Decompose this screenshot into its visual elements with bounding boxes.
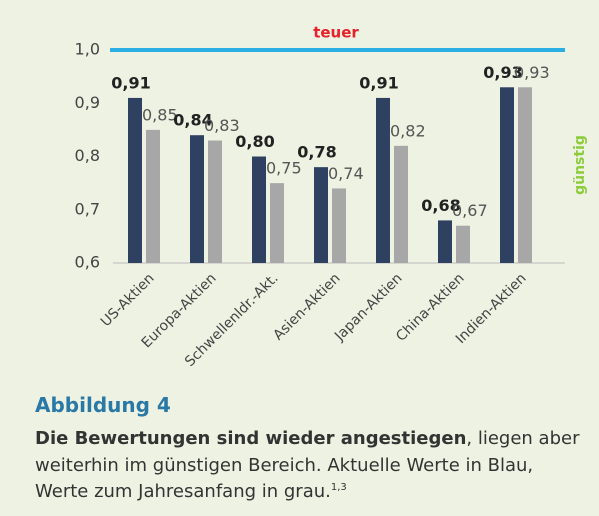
bar [438,220,452,263]
value-label: 0,82 [390,121,426,140]
value-label: 0,67 [452,201,488,220]
annotation-right: günstig [572,135,588,195]
bar [146,129,160,263]
y-tick-label: 0,9 [75,93,100,112]
bar [332,188,346,263]
value-label: 0,78 [297,143,336,162]
value-label: 0,80 [235,132,274,151]
caption-footnote: 1,3 [330,482,347,493]
bar [394,145,408,263]
bar [500,87,514,264]
y-tick-label: 0,8 [75,146,100,165]
caption-text: Die Bewertungen sind wieder angestiegen,… [35,426,580,506]
chart: teuer günstig 0,6 0,7 0,8 0,9 1,0 0,91 0,85 US-… [75,24,588,370]
value-label: 0,74 [328,164,364,183]
y-tick-label: 0,7 [75,199,100,218]
value-label: 0,75 [266,159,302,178]
bar [252,156,266,263]
bar [128,97,142,263]
value-label: 0,93 [483,63,522,82]
bar [456,225,470,263]
value-label: 0,85 [142,105,178,124]
caption-body: , liegen aber weiterhin im günstigen Ber… [35,428,580,502]
annotation-top: teuer [313,24,359,42]
value-label: 0,91 [111,73,150,92]
caption-title: Abbildung 4 [35,393,171,417]
value-label: 0,83 [204,116,240,135]
bar [518,87,532,264]
caption-bold: Die Bewertungen sind wieder angestiegen [35,428,467,449]
value-label: 0,93 [514,63,550,82]
y-tick-label: 1,0 [75,40,100,59]
y-tick-label: 0,6 [75,253,100,272]
value-label: 0,91 [359,73,398,92]
bar [270,183,284,263]
x-tick-label: US-Aktien [98,270,158,330]
bar [190,135,204,263]
value-label: 0,84 [173,111,212,130]
value-label: 0,68 [421,196,460,215]
bar [376,97,390,263]
bar [314,167,328,263]
bar [208,140,222,263]
